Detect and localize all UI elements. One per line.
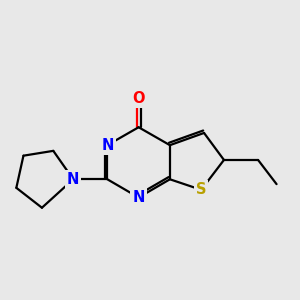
Text: N: N [132,190,145,205]
Text: O: O [132,91,145,106]
Text: N: N [67,172,80,187]
Text: N: N [101,138,113,153]
Text: S: S [196,182,206,197]
